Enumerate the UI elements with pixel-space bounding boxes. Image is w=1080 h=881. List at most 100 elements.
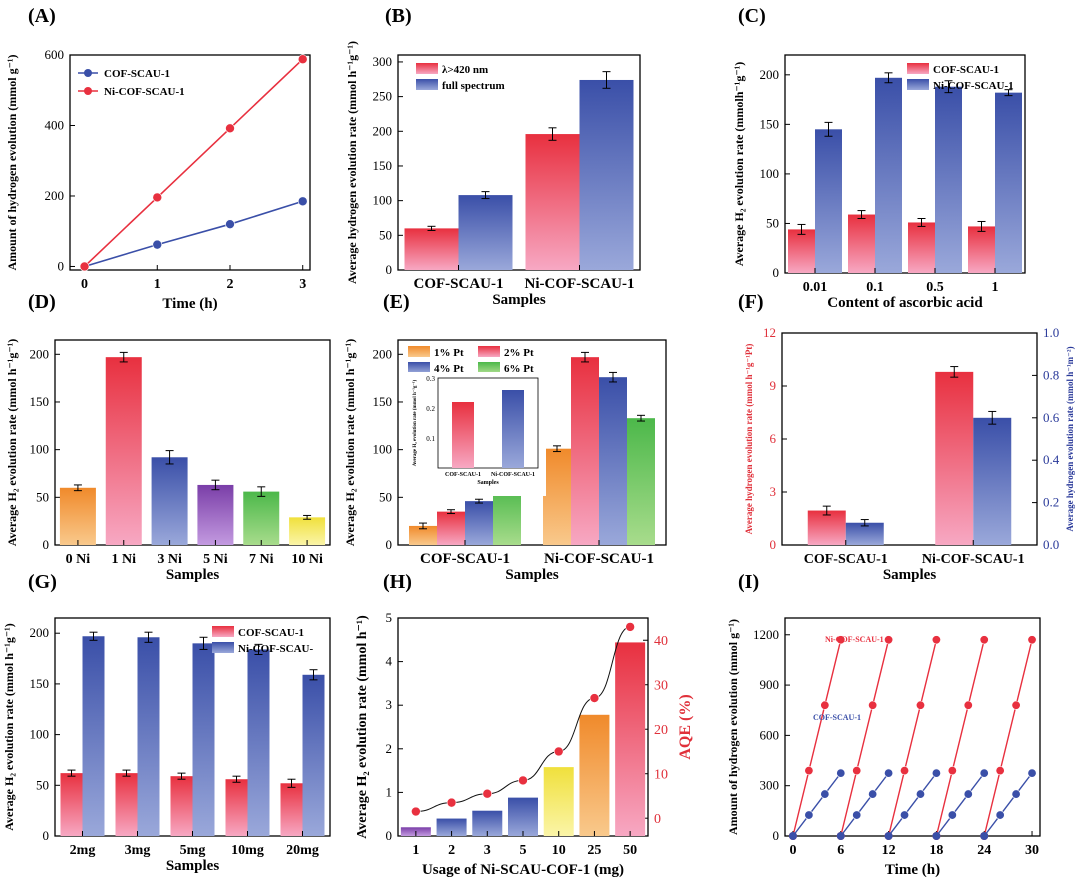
bar-ni-cof-scau-1-1 bbox=[995, 92, 1022, 274]
y-tick-label: 150 bbox=[30, 394, 50, 409]
point-ni-cof-scau-1 bbox=[931, 635, 941, 645]
inset-frame bbox=[437, 377, 539, 469]
x-tick-label: 30 bbox=[1025, 843, 1039, 858]
y-tick-label: 150 bbox=[30, 676, 50, 691]
bar-6-pt-ni-cof-scau-1 bbox=[627, 418, 655, 545]
x-axis-label: Time (h) bbox=[885, 862, 940, 878]
point-ni-cof-scau-1 bbox=[297, 54, 308, 65]
point-cof-scau-1 bbox=[963, 789, 973, 799]
y-tick-label: 0 bbox=[773, 828, 780, 843]
point-cof-scau-1 bbox=[980, 832, 989, 840]
y-axis-label: Amount of hydrogen evolution (mmol g⁻¹) bbox=[5, 54, 19, 270]
point-cof-scau-1 bbox=[995, 810, 1005, 820]
point-cof-scau-1 bbox=[979, 768, 989, 778]
x-tick-label: 2mg bbox=[70, 843, 96, 858]
cycle-line-cof-scau-1 bbox=[840, 772, 890, 837]
point-ni-cof-scau-1 bbox=[836, 635, 846, 645]
y-axis-label: Average H₂ evolution rate (mmol h⁻¹g⁻¹) bbox=[343, 339, 357, 547]
cycle-line-ni-cof-scau-1 bbox=[983, 639, 1033, 837]
bar-rate-7-ni bbox=[243, 491, 280, 545]
legend-label: λ>420 nm bbox=[442, 64, 488, 76]
legend-swatch bbox=[907, 63, 929, 74]
y-tick-label: 100 bbox=[30, 727, 50, 742]
series-line-ni-cof-scau-1 bbox=[83, 58, 304, 268]
point-cof-scau-1 bbox=[884, 768, 894, 778]
y-tick-label: 0 bbox=[770, 537, 777, 552]
x-tick-label: COF-SCAU-1 bbox=[414, 276, 504, 292]
y-right-tick-label: 10 bbox=[654, 768, 668, 783]
legend-swatch bbox=[478, 346, 500, 357]
x-tick-label: 1 bbox=[154, 277, 161, 292]
bar-ni-cof-scau-1-0-01 bbox=[815, 129, 842, 273]
panel-e: (E) 0 50 100 150 200 COF-SCAU-1 Ni-COF-SCAU-1 1%… bbox=[343, 291, 667, 583]
legend-marker bbox=[84, 69, 92, 77]
y-right-tick-label: 0.8 bbox=[1043, 367, 1059, 382]
point-cof-scau-1 bbox=[900, 810, 910, 820]
x-tick-label: 5 Ni bbox=[203, 552, 228, 567]
aqe-point bbox=[553, 746, 564, 757]
x-tick-label: 6 bbox=[837, 843, 844, 858]
y-tick-label: 600 bbox=[760, 727, 780, 742]
plot-frame bbox=[397, 54, 641, 271]
point-ni-cof-scau-1 bbox=[79, 261, 90, 272]
panel-c: (C) 0 50 100 150 200 0.01 0.1 0.5 1 COF-SCAU-1 Ni-C… bbox=[732, 5, 1026, 311]
y-tick-label: 200 bbox=[30, 625, 50, 640]
y-tick-label: 150 bbox=[373, 394, 393, 409]
point-cof-scau-1 bbox=[788, 832, 797, 840]
bar-per-g-pt-ni-cof-scau-1 bbox=[935, 371, 974, 545]
x-tick-label: 0 bbox=[789, 843, 796, 858]
y-tick-label: 50 bbox=[36, 489, 49, 504]
y-right-tick-label: 1.0 bbox=[1043, 325, 1059, 340]
bar-420-nm-cof-scau-1 bbox=[404, 228, 459, 270]
inset-bar-ni-cof-scau-1 bbox=[502, 390, 524, 468]
x-tick-label: 50 bbox=[623, 843, 637, 858]
x-tick-label: 3mg bbox=[125, 843, 151, 858]
aqe-point bbox=[589, 693, 600, 703]
y-tick-label: 0 bbox=[773, 265, 780, 280]
x-tick-label: 0.1 bbox=[866, 280, 884, 295]
point-cof-scau-1 bbox=[932, 832, 941, 840]
panel-label: (E) bbox=[383, 291, 410, 313]
panel-i: (I) 0 300 600 900 1200 0 6 12 18 24 30 Ni-COF-SCAU-1… bbox=[726, 571, 1041, 878]
point-ni-cof-scau-1 bbox=[915, 700, 925, 710]
point-ni-cof-scau-1 bbox=[884, 635, 894, 645]
y-tick-label: 100 bbox=[30, 442, 50, 457]
y-right-tick-label: 30 bbox=[654, 679, 668, 694]
point-ni-cof-scau-1 bbox=[225, 123, 235, 134]
legend-label: Ni-COF-SCAU- bbox=[238, 643, 313, 655]
x-tick-label: 25 bbox=[587, 843, 601, 858]
legend-label: full spectrum bbox=[442, 80, 505, 92]
y-tick-label: 100 bbox=[760, 166, 780, 181]
bar-cof-scau-1-10mg bbox=[225, 779, 248, 836]
y-tick-label: 300 bbox=[373, 54, 393, 69]
x-tick-label: 5mg bbox=[180, 843, 206, 858]
y-tick-label: 50 bbox=[36, 777, 49, 792]
point-cof-scau-1 bbox=[947, 810, 957, 820]
x-tick-label: 2 bbox=[448, 843, 455, 858]
legend-label: COF-SCAU-1 bbox=[104, 68, 170, 80]
point-ni-cof-scau-1 bbox=[852, 766, 862, 776]
aqe-point bbox=[411, 806, 421, 817]
aqe-point bbox=[518, 775, 528, 786]
bar-cof-scau-1-0-01 bbox=[788, 229, 815, 273]
y-right-tick-label: 0.6 bbox=[1043, 410, 1060, 425]
point-cof-scau-1 bbox=[820, 789, 830, 799]
point-cof-scau-1 bbox=[804, 810, 814, 820]
y-right-axis-label: AQE (%) bbox=[677, 694, 694, 759]
x-tick-label: 10mg bbox=[231, 843, 264, 858]
point-cof-scau-1 bbox=[1027, 768, 1037, 778]
x-tick-label: 10 bbox=[552, 843, 566, 858]
bar-ni-cof-scau-5mg bbox=[192, 643, 215, 836]
point-cof-scau-1 bbox=[868, 789, 878, 799]
y-tick-label: 9 bbox=[770, 378, 777, 393]
bar-6-pt-cof-scau-1 bbox=[493, 486, 521, 545]
legend-swatch bbox=[408, 362, 430, 373]
point-ni-cof-scau-1 bbox=[820, 700, 830, 710]
y-tick-label: 1200 bbox=[753, 627, 779, 642]
y-tick-label: 12 bbox=[763, 325, 776, 340]
x-axis-label: Samples bbox=[166, 567, 220, 583]
plot-frame bbox=[784, 54, 1026, 274]
point-ni-cof-scau-1 bbox=[868, 700, 878, 710]
